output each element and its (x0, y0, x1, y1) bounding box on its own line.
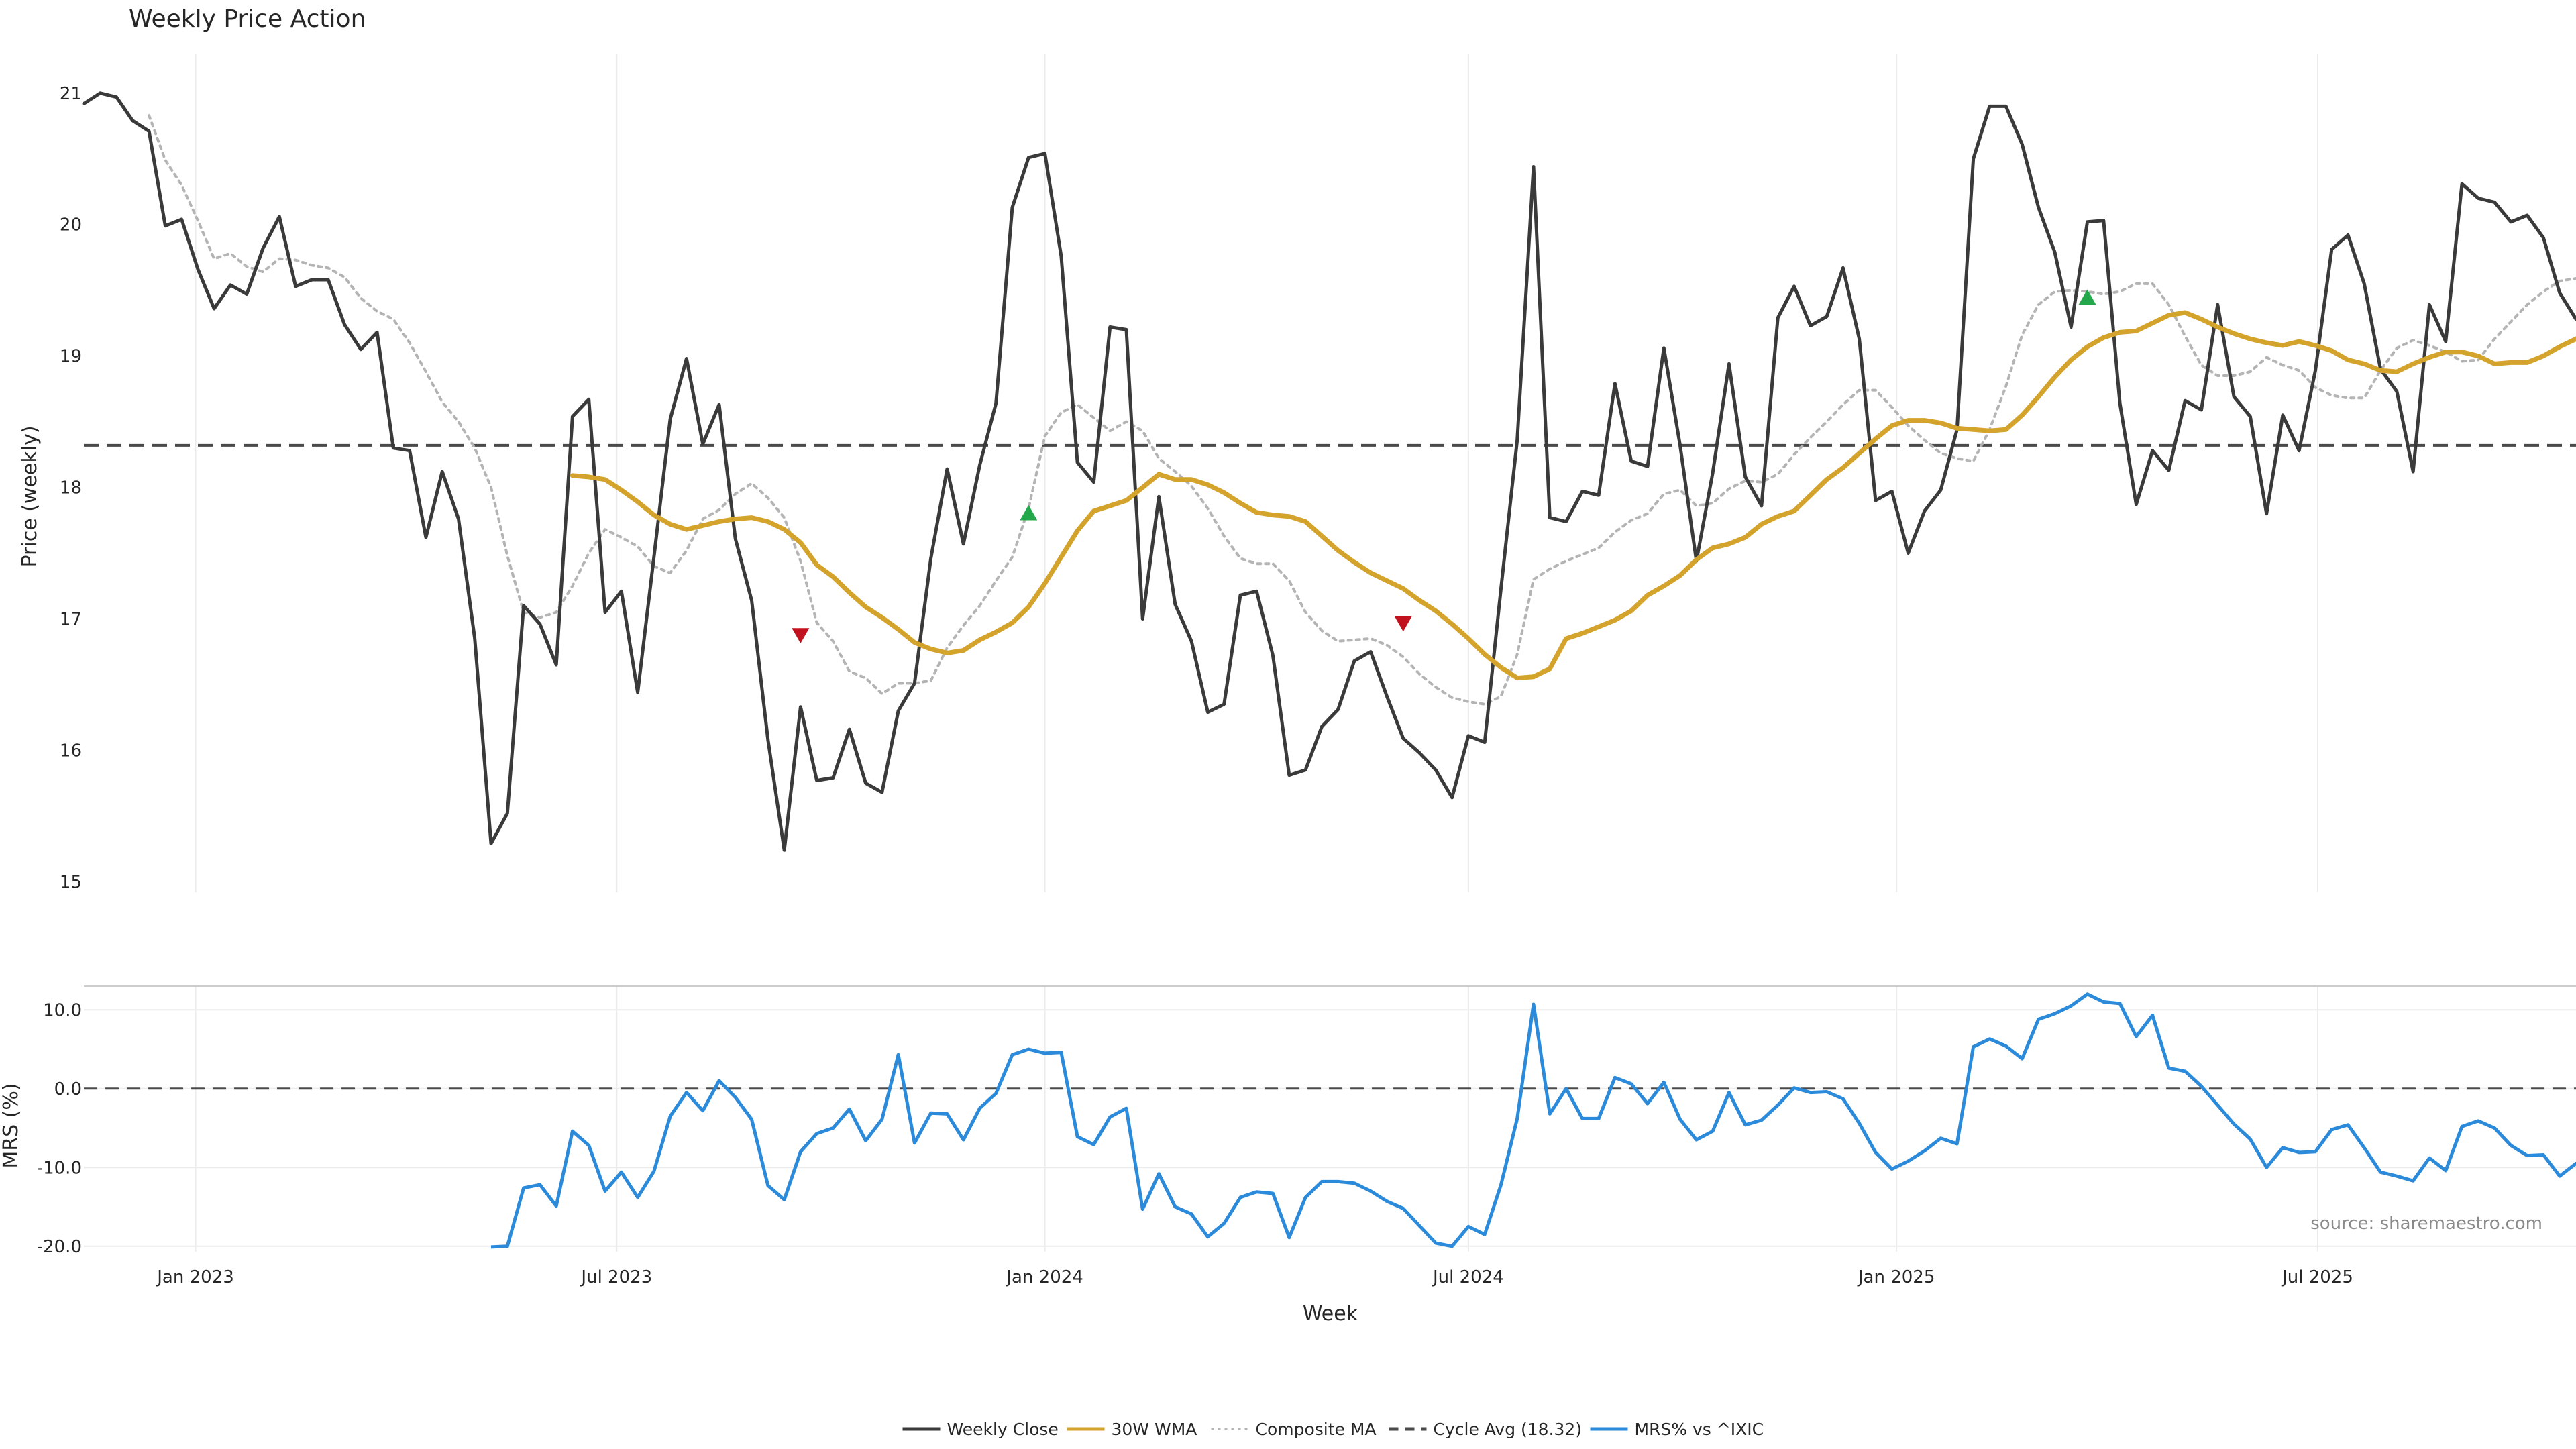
mrs-y-axis-label: MRS (%) (0, 1083, 23, 1168)
mrs-series-group (84, 992, 2576, 1249)
price-y-tick-label: 19 (60, 347, 82, 367)
mrs-y-tick-label: 0.0 (54, 1079, 82, 1099)
legend-label: Composite MA (1256, 1419, 1377, 1439)
sell-signal-marker (792, 628, 810, 643)
x-tick-label: Jan 2023 (156, 1267, 234, 1287)
price-y-tick-label: 21 (60, 84, 82, 104)
buy-signal-marker (1020, 504, 1038, 521)
sell-signal-marker (1394, 616, 1412, 632)
mrs-line (490, 992, 2576, 1249)
legend-label: Weekly Close (947, 1419, 1059, 1439)
x-tick-label: Jan 2025 (1857, 1267, 1935, 1287)
price-y-tick-label: 15 (60, 872, 82, 892)
x-axis: Jan 2023 Jul 2023 Jan 2024 Jul 2024 Jan 2025… (156, 1267, 2353, 1287)
legend-label: 30W WMA (1112, 1419, 1197, 1439)
legend-label: Cycle Avg (18.32) (1434, 1419, 1582, 1439)
price-y-tick-label: 20 (60, 215, 82, 235)
legend-label: MRS% vs ^IXIC (1635, 1419, 1764, 1439)
buy-signal-marker (2078, 289, 2096, 305)
x-tick-label: Jan 2024 (1005, 1267, 1083, 1287)
mrs-y-tick-label: -10.0 (37, 1158, 82, 1178)
price-y-tick-label: 17 (60, 609, 82, 629)
chart-title: Weekly Price Action (129, 5, 366, 33)
price-y-axis-label: Price (weekly) (18, 425, 42, 567)
mrs-y-tick-label: -20.0 (37, 1237, 82, 1257)
x-tick-label: Jul 2023 (580, 1267, 652, 1287)
x-tick-label: Jul 2025 (2281, 1267, 2353, 1287)
weekly-close-line (82, 91, 2576, 852)
signal-markers (792, 289, 2096, 643)
x-tick-label: Jul 2024 (1432, 1267, 1504, 1287)
source-note: source: sharemaestro.com (2310, 1214, 2542, 1234)
mrs-y-axis: -20.0 -10.0 0.0 10.0 (37, 1000, 82, 1257)
wma-30w-line (570, 310, 2576, 681)
price-y-tick-label: 18 (60, 478, 82, 498)
x-axis-label: Week (1303, 1302, 1358, 1326)
price-y-tick-label: 16 (60, 741, 82, 761)
grid-lines (84, 54, 2576, 1252)
legend: Weekly Close 30W WMA Composite MA Cycle Avg… (902, 1419, 1764, 1439)
mrs-y-tick-label: 10.0 (43, 1000, 82, 1020)
price-series-group (82, 91, 2576, 852)
price-y-axis: 15 16 17 18 19 20 21 (60, 84, 82, 893)
composite-ma-line (148, 114, 2576, 706)
